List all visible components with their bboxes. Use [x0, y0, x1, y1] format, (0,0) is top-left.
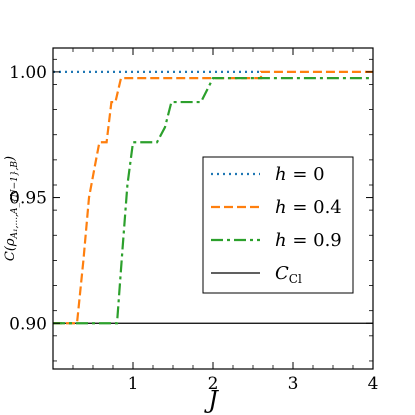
legend-label-var: h	[275, 230, 287, 251]
y-axis-title-sub: A₁,...,A_{N−1},B	[10, 161, 20, 240]
x-tick-label: 3	[288, 374, 299, 394]
y-tick-label: 0.95	[9, 189, 47, 209]
series-line-2	[53, 77, 373, 325]
y-tick-label: 1.00	[9, 63, 47, 83]
y-axis-title-main: C(ρ	[3, 238, 18, 261]
x-axis-title: J	[203, 386, 219, 414]
x-tick-label: 2	[208, 374, 219, 394]
legend-label-value: = 0.4	[287, 197, 342, 218]
legend-label-var: C	[275, 263, 289, 284]
legend-label: h = 0	[275, 164, 325, 185]
legend-label-value: = 0.9	[287, 230, 342, 251]
legend-label: h = 0.4	[275, 197, 342, 218]
legend-label: h = 0.9	[275, 230, 342, 251]
y-axis-title-close: )	[3, 156, 18, 162]
legend-label-var: h	[275, 164, 287, 185]
axes: 1 2 3 4 0.90 0.95 1.00 J C(ρA₁,...,A_{N−1},B)	[3, 47, 379, 414]
plot-area	[53, 70, 373, 325]
series-group	[53, 70, 373, 325]
legend-label-var: h	[275, 197, 287, 218]
legend-label-value: = 0	[287, 164, 325, 185]
x-tick-label: 4	[368, 374, 379, 394]
y-axis-title: C(ρA₁,...,A_{N−1},B)	[3, 156, 20, 261]
legend-label: CCl	[275, 263, 302, 286]
legend-label-sub: Cl	[289, 272, 302, 286]
y-tick-label: 0.90	[9, 314, 47, 334]
legend-box	[202, 156, 354, 294]
x-tick-label: 1	[128, 374, 139, 394]
